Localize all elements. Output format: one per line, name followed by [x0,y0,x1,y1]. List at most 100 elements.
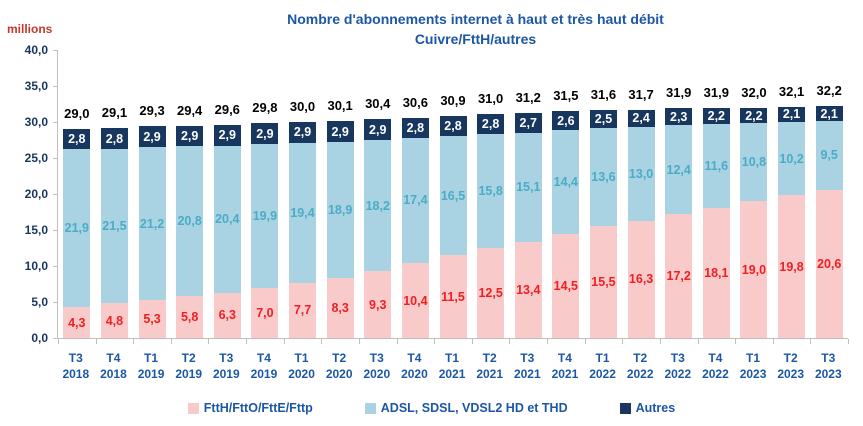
bar-segment-autres: 2,8 [401,117,429,138]
bar-segment-autres: 2,2 [740,107,768,124]
bar-segment-autres: 2,1 [815,106,843,122]
bar-segment-adsl: 19,4 [289,142,317,283]
bar-segment-label: 6,3 [218,308,236,323]
x-tick-quarter: T4 [557,351,572,365]
bar-segment-autres: 2,9 [326,121,354,143]
legend-item-autres: Autres [619,401,675,415]
y-tick-label: 30,0 [24,115,48,129]
bar-total-label: 30,4 [365,96,391,112]
x-tick-mark [622,339,624,344]
x-tick-label: T4 2020 [396,350,434,382]
x-tick-mark [208,339,210,344]
bar-total-label: 31,9 [703,85,729,101]
bar-segment-label: 2,8 [481,117,500,132]
bar-total-label: 31,9 [666,85,692,101]
x-tick-mark [358,339,360,344]
x-tick-year: 2020 [401,367,428,381]
bar-segment-label: 10,4 [403,293,428,308]
bar-segment-label: 13,0 [628,166,654,181]
x-tick-label: T1 2023 [734,350,772,382]
bar-segment-ftth: 15,5 [589,226,617,338]
x-tick-quarter: T3 [821,351,836,365]
x-tick-mark [283,339,285,344]
bar-segment-label: 20,8 [177,214,202,229]
x-tick-quarter: T3 [670,351,685,365]
bar-segment-ftth: 16,3 [627,220,655,338]
bar-segment-label: 2,9 [369,122,387,137]
bar-segment-ftth: 19,0 [740,201,768,338]
bar-segment-autres: 2,9 [213,124,241,146]
plot-area: 2,8 21,9 4,3 29,0 2,8 21,5 4,8 29,1 2,9 21,2 5,3 29… [53,50,849,344]
x-tick-quarter: T1 [746,351,761,365]
bar-segment-label: 2,8 [444,119,462,134]
y-axis: 40,0 35,0 30,0 25,0 20,0 15,0 10,0 5,0 0,0 [0,0,48,426]
bar-segment-label: 19,4 [290,205,315,220]
bar-segment-label: 17,4 [403,193,428,208]
x-tick-label: T3 2019 [208,350,246,382]
bar-total-label: 29,8 [252,100,278,116]
bar-segment-label: 9,3 [369,297,387,312]
bar-segment-label: 12,5 [478,286,503,300]
x-tick-label: T4 2022 [697,350,735,382]
x-tick-mark [396,339,398,344]
y-axis-unit-label: millions [7,22,53,36]
bar-segment-label: 14,4 [553,174,579,189]
bar-segment-adsl: 10,8 [740,123,768,202]
x-tick-year: 2020 [288,367,315,381]
bar-segment-autres: 2,3 [665,108,693,125]
bar-segment-adsl: 19,9 [251,144,279,288]
x-tick-quarter: T2 [332,351,347,365]
bar-total-label: 31,7 [628,86,654,102]
bar-segment-label: 2,8 [406,120,425,135]
y-tick-mark [53,266,58,267]
x-tick-year: 2020 [325,367,353,381]
bar-segment-label: 15,1 [516,180,541,195]
bar-segment-label: 2,3 [670,109,688,124]
bar-segment-adsl: 11,6 [702,124,730,208]
x-tick-mark [170,339,172,344]
x-tick-mark [772,339,774,344]
bar-total-label: 32,1 [778,83,805,99]
bar-segment-ftth: 7,0 [251,287,279,338]
y-tick-label: 35,0 [24,79,48,93]
x-tick-quarter: T2 [482,351,497,365]
x-tick-mark [321,339,323,344]
x-tick-year: 2021 [513,367,541,381]
bar-total-label: 29,0 [64,106,90,122]
x-tick-mark [848,339,849,344]
bar-segment-autres: 2,8 [439,116,467,137]
bar-segment-label: 15,5 [591,275,616,290]
x-tick-quarter: T1 [144,351,159,365]
bar-segment-ftth: 20,6 [815,189,843,338]
y-tick-label: 15,0 [24,223,48,237]
bar-total-label: 30,1 [327,98,353,114]
bar-segment-label: 2,6 [557,113,575,128]
bar-segment-label: 18,2 [365,198,390,213]
x-tick-mark [735,339,737,344]
x-tick-mark [547,339,549,344]
bar-segment-label: 12,4 [666,162,691,177]
bar-segment-autres: 2,7 [514,113,542,133]
bar-segment-label: 19,0 [741,262,767,277]
bar-segment-ftth: 5,3 [138,299,166,338]
x-tick-label: T2 2021 [471,350,509,382]
x-tick-quarter: T1 [294,351,309,365]
bar-segment-label: 18,1 [704,265,729,280]
bar-segment-adsl: 21,5 [100,148,128,304]
bar-segment-label: 2,9 [256,126,274,141]
legend: FttH/FttO/FttE/Fttp ADSL, SDSL, VDSL2 HD… [0,401,863,415]
bar-segment-label: 19,9 [252,208,278,223]
bar-segment-adsl: 15,8 [477,134,505,248]
bar-segment-ftth: 18,1 [702,207,730,338]
bar-segment-autres: 2,8 [100,128,128,149]
bar-segment-label: 16,5 [440,188,466,203]
y-tick-label: 10,0 [24,259,48,273]
bar-segment-ftth: 8,3 [326,278,354,338]
x-tick-quarter: T4 [256,351,271,365]
bar-column: 2,1 9,5 20,6 [815,106,843,338]
bar-segment-autres: 2,2 [702,108,730,125]
bar-total-label: 31,5 [553,88,579,104]
x-tick-mark [810,339,812,344]
x-tick-quarter: T2 [181,351,196,365]
